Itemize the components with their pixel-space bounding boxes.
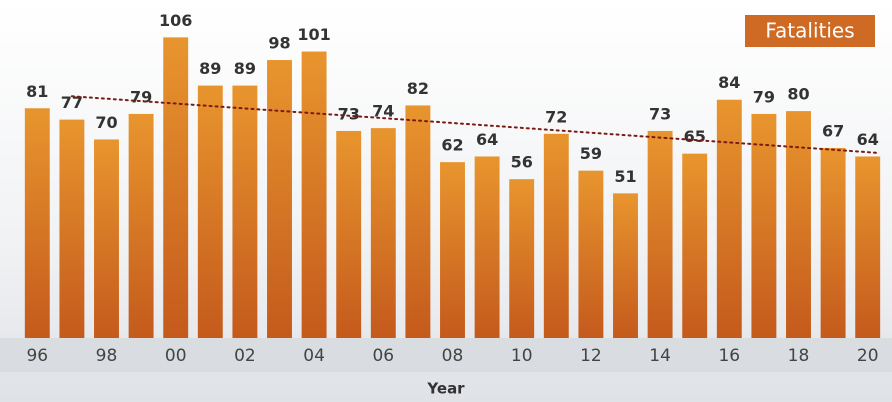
value-label: 74 [372, 102, 394, 121]
value-label: 62 [441, 136, 463, 155]
bar [613, 193, 638, 338]
x-axis-label: Year [426, 380, 465, 398]
bar [267, 60, 292, 338]
x-tick-label: 18 [788, 346, 810, 366]
bar [855, 156, 881, 338]
x-tick-label: 98 [96, 346, 118, 366]
x-tick-label: 96 [26, 346, 48, 366]
bar [197, 85, 223, 339]
value-label: 64 [857, 130, 879, 149]
value-label: 79 [130, 87, 152, 106]
bar [336, 130, 362, 338]
bar [474, 156, 500, 338]
bar [163, 37, 189, 338]
value-label: 101 [297, 25, 330, 44]
value-label: 51 [614, 167, 636, 186]
bar [682, 153, 708, 338]
bar [232, 85, 258, 339]
bar [543, 133, 569, 338]
value-label: 81 [26, 82, 48, 101]
value-label: 70 [95, 113, 117, 132]
x-tick-label: 08 [442, 346, 464, 366]
x-tick-label: 04 [303, 346, 325, 366]
value-label: 64 [476, 130, 498, 149]
x-tick-label: 16 [718, 346, 740, 366]
bar [820, 147, 846, 338]
x-tick-label: 06 [372, 346, 394, 366]
value-label: 89 [234, 59, 256, 78]
value-label: 89 [199, 59, 221, 78]
value-label: 98 [268, 34, 290, 53]
value-label: 59 [580, 144, 602, 163]
title-box [745, 15, 875, 47]
x-axis-band [0, 338, 892, 372]
x-tick-label: 10 [511, 346, 533, 366]
x-tick-label: 12 [580, 346, 602, 366]
value-label: 106 [159, 11, 192, 30]
bar [59, 119, 85, 338]
chart-title: Fatalities [765, 19, 854, 43]
bar [370, 128, 396, 338]
bar [647, 130, 673, 338]
bar [24, 108, 50, 338]
x-tick-label: 00 [165, 346, 187, 366]
bar [786, 111, 811, 338]
trendline [70, 95, 880, 154]
value-label: 84 [718, 73, 740, 92]
value-label: 82 [407, 79, 429, 98]
value-label: 65 [684, 127, 706, 146]
bar [578, 170, 604, 338]
bar [751, 113, 777, 338]
value-label: 80 [787, 85, 809, 104]
bar [509, 179, 535, 338]
x-tick-label: 02 [234, 346, 256, 366]
value-label: 79 [753, 87, 775, 106]
value-label: 72 [545, 107, 567, 126]
value-label: 73 [649, 104, 671, 123]
value-label: 56 [511, 153, 533, 172]
bar [405, 105, 431, 338]
x-tick-label: 20 [857, 346, 879, 366]
value-label: 77 [61, 93, 83, 112]
value-label: 73 [338, 104, 360, 123]
bar [716, 99, 742, 338]
bar [301, 51, 327, 338]
x-tick-label: 14 [649, 346, 671, 366]
bar [440, 162, 465, 338]
bar [128, 113, 154, 338]
value-label: 67 [822, 121, 844, 140]
bar [94, 139, 119, 338]
